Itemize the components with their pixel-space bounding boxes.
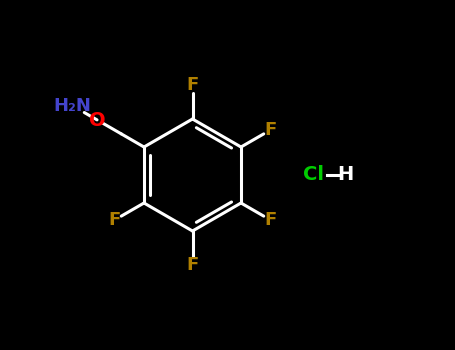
- Text: F: F: [187, 76, 199, 94]
- Text: Cl: Cl: [303, 166, 324, 184]
- Text: F: F: [187, 256, 199, 274]
- Text: H: H: [337, 166, 354, 184]
- Text: F: F: [264, 121, 277, 139]
- Text: H₂N: H₂N: [53, 97, 91, 114]
- Text: F: F: [108, 211, 121, 229]
- Text: F: F: [264, 211, 277, 229]
- Text: O: O: [89, 111, 106, 130]
